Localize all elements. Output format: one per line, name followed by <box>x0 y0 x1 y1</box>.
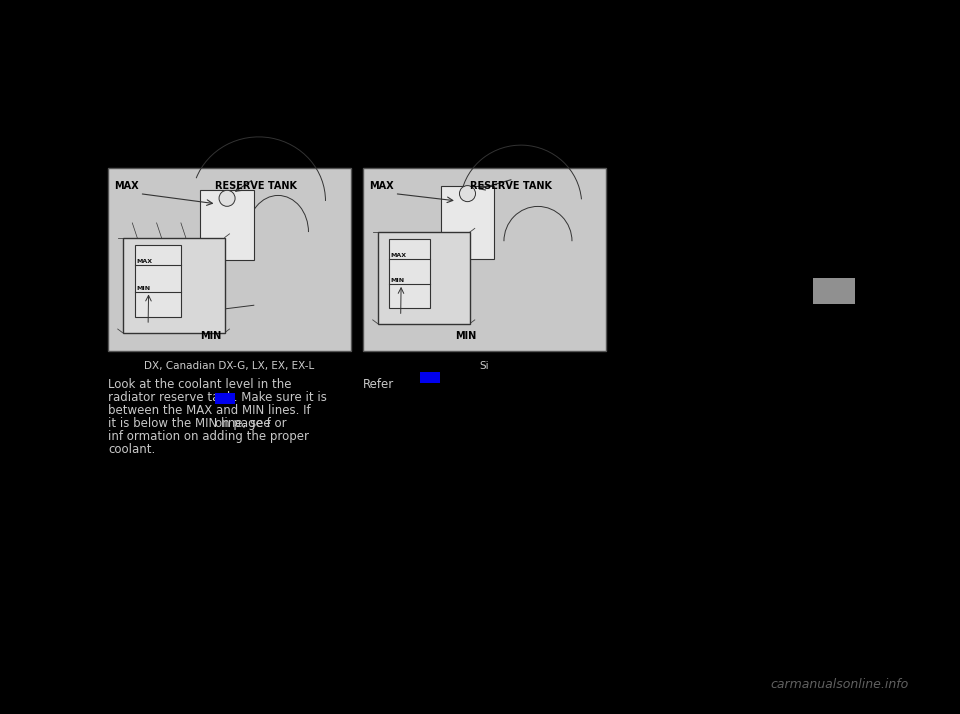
Bar <box>377 232 469 323</box>
Circle shape <box>219 191 235 206</box>
Bar <box>389 239 430 308</box>
Text: DX, Canadian DX-G, LX, EX, EX-L: DX, Canadian DX-G, LX, EX, EX-L <box>144 361 315 371</box>
Text: it is below the MIN line, see: it is below the MIN line, see <box>108 417 271 430</box>
Text: between the MAX and MIN lines. If: between the MAX and MIN lines. If <box>108 404 311 417</box>
Text: RESERVE TANK: RESERVE TANK <box>470 181 552 191</box>
Bar <box>215 393 235 404</box>
Text: MAX: MAX <box>369 181 394 191</box>
Bar <box>123 238 225 333</box>
Text: MIN: MIN <box>201 331 222 341</box>
Text: coolant.: coolant. <box>108 443 156 456</box>
Bar <box>134 245 180 316</box>
Text: radiator reserve tank. Make sure it is: radiator reserve tank. Make sure it is <box>108 391 326 404</box>
Bar <box>363 168 606 351</box>
Bar <box>813 278 855 304</box>
Text: MIN: MIN <box>455 331 476 341</box>
Bar <box>108 168 351 351</box>
Text: MAX: MAX <box>391 253 407 258</box>
Text: Look at the coolant level in the: Look at the coolant level in the <box>108 378 292 391</box>
Circle shape <box>460 186 475 201</box>
Text: carmanualsonline.info: carmanualsonline.info <box>771 678 909 691</box>
Bar <box>201 190 253 259</box>
Text: MAX: MAX <box>137 259 153 264</box>
Text: MAX: MAX <box>114 181 138 191</box>
Bar <box>420 372 440 383</box>
Bar <box>441 186 494 259</box>
Text: RESERVE TANK: RESERVE TANK <box>215 181 297 191</box>
Text: MIN: MIN <box>137 286 151 291</box>
Text: inf ormation on adding the proper: inf ormation on adding the proper <box>108 430 309 443</box>
Text: Si: Si <box>480 361 490 371</box>
Text: MIN: MIN <box>391 278 405 283</box>
Text: Refer: Refer <box>363 378 395 391</box>
Text: on page f or: on page f or <box>215 417 287 430</box>
